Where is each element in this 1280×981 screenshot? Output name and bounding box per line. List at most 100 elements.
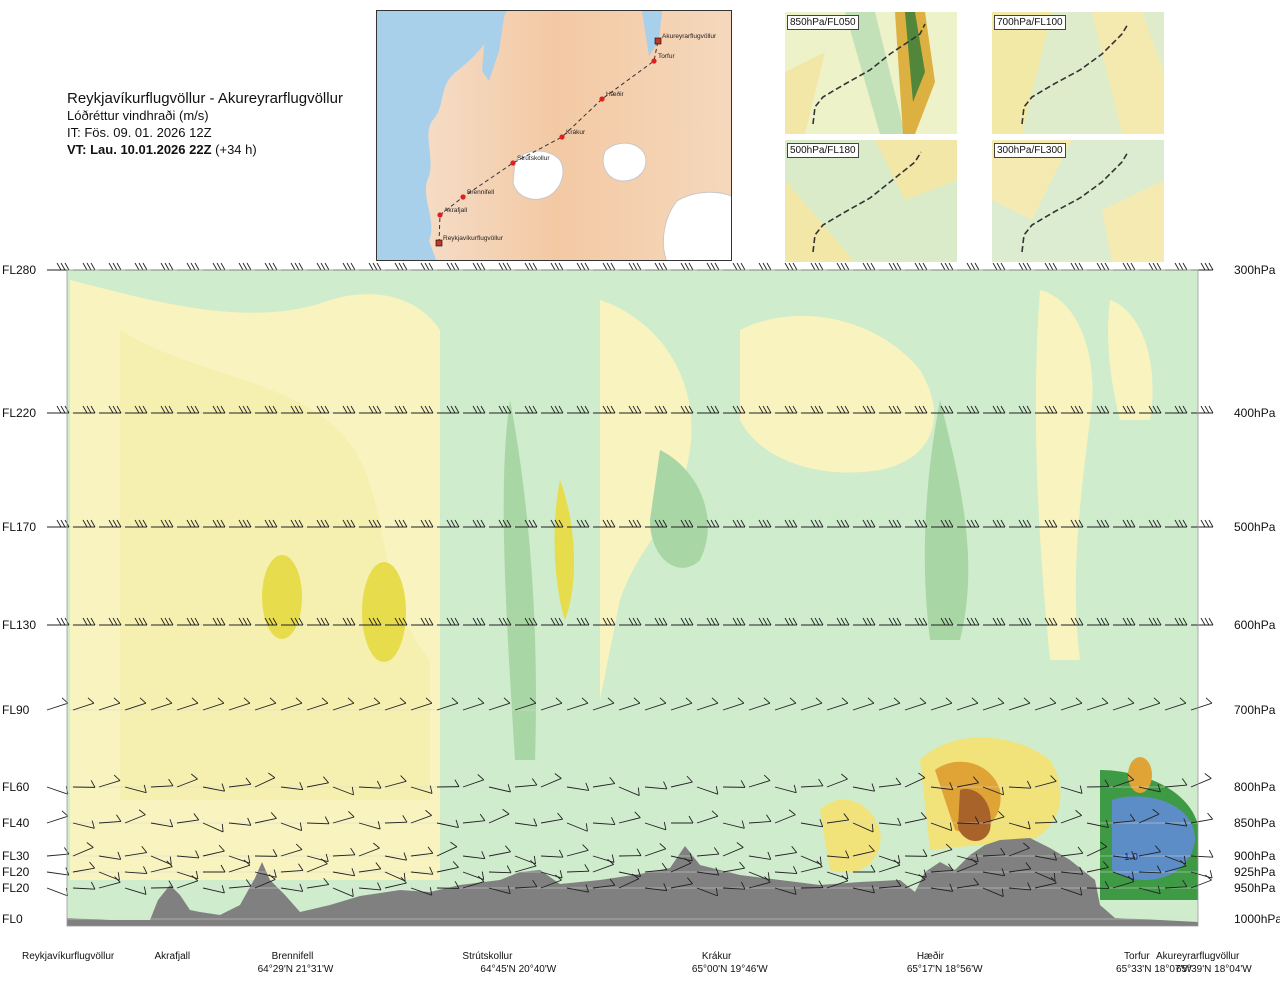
- waypoint-dot[interactable]: [599, 96, 605, 102]
- wind-barb: [488, 784, 511, 793]
- wind-barb: [1164, 859, 1187, 873]
- waypoint-label: Reykjavíkurflugvöllur: [443, 235, 504, 242]
- wind-barb: [47, 262, 70, 271]
- waypoint-dot[interactable]: [559, 134, 565, 140]
- wind-barb: [1164, 879, 1188, 889]
- wind-barb: [593, 262, 616, 271]
- wind-barb: [411, 617, 434, 626]
- wind-barb: [540, 773, 562, 788]
- wind-barb: [1035, 519, 1058, 528]
- fl-label: FL130: [2, 618, 36, 632]
- wind-barb: [1060, 887, 1083, 896]
- wind-barb: [1061, 617, 1084, 626]
- wind-barb: [618, 868, 641, 878]
- wind-barb: [644, 821, 667, 831]
- wind-barb: [1008, 882, 1032, 891]
- wind-barb: [1060, 846, 1084, 857]
- wind-barb: [619, 405, 642, 414]
- wind-barb: [1061, 405, 1084, 414]
- wind-barb: [644, 843, 667, 857]
- wind-barb: [229, 262, 252, 271]
- hpa-label: 500hPa: [1234, 520, 1276, 534]
- wind-barb: [645, 405, 668, 414]
- wind-barb: [124, 886, 147, 895]
- wind-barb: [255, 405, 278, 414]
- mini-map-700[interactable]: 700hPa/FL100: [992, 12, 1164, 134]
- wind-barb: [956, 697, 979, 711]
- mini-map-700-svg: [992, 12, 1164, 134]
- mini-map-850-svg: [785, 12, 957, 134]
- band: [503, 400, 536, 760]
- wind-barb: [358, 697, 381, 711]
- wind-barb: [150, 880, 174, 889]
- wind-barb: [566, 822, 588, 832]
- band: [958, 789, 991, 842]
- wind-barb: [1138, 865, 1162, 874]
- wind-barb: [1060, 785, 1083, 794]
- hpa-label: 600hPa: [1234, 618, 1276, 632]
- wind-barb: [749, 405, 772, 414]
- wind-barb: [125, 262, 148, 271]
- wind-barb: [228, 777, 252, 788]
- wind-barb: [1139, 519, 1162, 528]
- waypoint-dot[interactable]: [651, 58, 657, 64]
- airport-marker-aey[interactable]: [654, 37, 662, 45]
- wind-barb: [749, 617, 772, 626]
- shading-layer: [67, 270, 1198, 926]
- wind-barb: [671, 815, 694, 824]
- wind-barb: [332, 697, 355, 711]
- wind-barb: [566, 844, 589, 857]
- wind-barb: [462, 774, 485, 788]
- wind-barb: [644, 781, 668, 790]
- wind-barb: [645, 519, 668, 528]
- wind-barb: [671, 262, 694, 271]
- wind-barb: [228, 879, 252, 889]
- route-map[interactable]: Akureyrarflugvöllur Torfur Hæðir Krákur Strú…: [376, 10, 732, 261]
- wind-barb: [905, 519, 928, 528]
- location-name: Brennifell: [272, 951, 314, 962]
- wind-barb: [228, 859, 251, 873]
- route-title: Reykjavíkurflugvöllur - Akureyrarflugvöl…: [67, 90, 343, 107]
- wind-barb: [1086, 697, 1109, 711]
- wind-barb: [72, 820, 95, 829]
- cross-section-chart[interactable]: FL280 FL220 FL170 FL130 FL90 FL60 FL40 FL30 FL20…: [0, 258, 1280, 981]
- wind-barb: [801, 617, 824, 626]
- waypoint-dot[interactable]: [460, 194, 466, 200]
- wind-barb: [1190, 773, 1212, 788]
- wind-barb: [358, 862, 382, 873]
- wind-barb: [983, 617, 1006, 626]
- wind-barb: [930, 843, 953, 857]
- wind-barb: [410, 697, 433, 711]
- wind-barb: [1009, 617, 1032, 626]
- mini-map-label: 500hPa/FL180: [787, 143, 859, 158]
- wind-barb: [800, 778, 824, 788]
- wind-barb: [775, 617, 798, 626]
- wind-barb: [150, 697, 173, 711]
- wind-barb: [462, 697, 485, 711]
- band: [650, 450, 708, 568]
- band: [600, 300, 692, 700]
- wind-barb: [1191, 519, 1214, 528]
- wind-barb: [957, 617, 980, 626]
- wind-barb: [774, 809, 796, 824]
- airport-marker-rkv[interactable]: [435, 239, 443, 247]
- hpa-labels: 300hPa 400hPa 500hPa 600hPa 700hPa 800hPa 850h…: [1234, 263, 1280, 926]
- waypoint-dot[interactable]: [510, 160, 516, 166]
- wind-barb: [489, 519, 512, 528]
- mini-map-500[interactable]: 500hPa/FL180: [785, 140, 957, 262]
- hpa-label: 950hPa: [1234, 881, 1276, 895]
- wind-barb: [72, 780, 96, 788]
- mini-map-300[interactable]: 300hPa/FL300: [992, 140, 1164, 262]
- wind-barb: [1138, 784, 1161, 793]
- waypoint-dot[interactable]: [437, 212, 443, 218]
- wind-barb: [853, 262, 876, 271]
- wind-barb: [1138, 845, 1161, 857]
- wind-barb: [593, 617, 616, 626]
- mini-map-850[interactable]: 850hPa/FL050: [785, 12, 957, 134]
- wind-barb: [1086, 779, 1110, 788]
- wind-barb: [774, 784, 797, 794]
- wind-barb: [618, 786, 640, 797]
- wind-barb: [1190, 697, 1213, 711]
- wind-barb: [332, 887, 354, 898]
- wind-barb: [1139, 617, 1162, 626]
